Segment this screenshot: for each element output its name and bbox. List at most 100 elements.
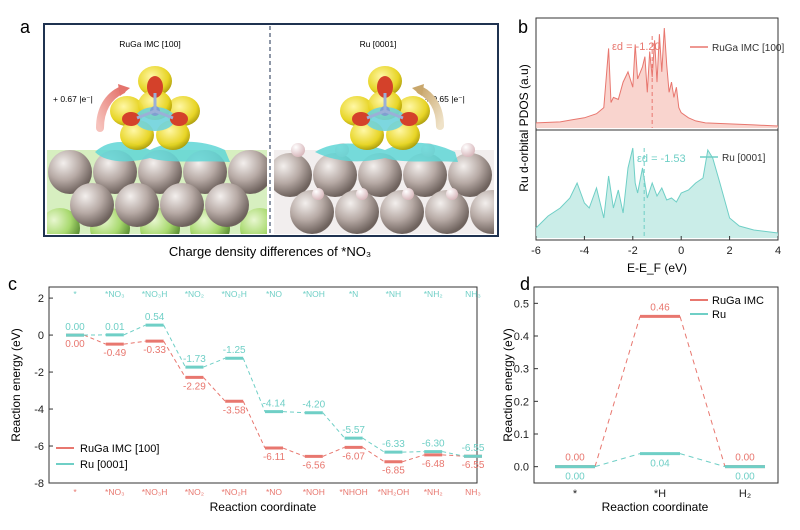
pdos-xtick-label: 2 (727, 245, 733, 257)
h-atom (461, 143, 475, 157)
c-ytick-label: -6 (34, 441, 44, 453)
d-connector-ru (679, 453, 726, 468)
panel-a-caption: Charge density differences of *NO₃ (169, 244, 371, 259)
c-top-step-label: *NO₂H (221, 289, 247, 299)
bond (366, 109, 386, 120)
ruga-surface-scene (47, 66, 267, 234)
c-value-label-ru: -6.33 (382, 439, 405, 450)
pdos-line-ruga (535, 27, 779, 127)
ru-title: Ru [0001] (360, 39, 397, 49)
c-ytick-label: -4 (34, 404, 44, 416)
c-ytick-label: 2 (38, 293, 44, 305)
no3-molecule-ru (340, 66, 430, 150)
c-top-step-label: *NO (266, 289, 282, 299)
ga-atom (47, 208, 80, 234)
c-value-label-ruga: -6.85 (382, 466, 405, 477)
panel-c-frame (48, 286, 478, 484)
c-top-step-label: *NH₂ (424, 289, 443, 299)
ru-atom (228, 150, 267, 194)
ru-atom (160, 183, 204, 227)
panel-b-ylabel: Ru d-orbital PDOS (a.u) (517, 64, 531, 191)
pdos-line-ru (535, 147, 779, 234)
pdos-xtick-label: 4 (775, 245, 781, 257)
c-value-label-ru: -5.57 (342, 425, 365, 436)
pdos-xtick-label: 0 (678, 245, 684, 257)
c-top-step-label: *NOH (303, 289, 325, 299)
d-ytick-label: 0.5 (514, 298, 529, 310)
ru-arrowhead (412, 84, 424, 96)
ru-atom (115, 183, 159, 227)
charge-depletion-lobe (365, 107, 405, 131)
c-value-label-ruga: -6.48 (422, 459, 445, 470)
pdos-ed-ru: εd = -1.53 (637, 153, 686, 165)
ru-atom (470, 190, 494, 234)
c-connector-ru (442, 451, 465, 457)
c-connector-ru (163, 324, 186, 368)
c-value-label-ru: 0.54 (145, 312, 165, 323)
c-value-label-ruga: -6.11 (263, 452, 285, 463)
ru-atom (274, 153, 312, 197)
panel-a: a RuGa IMC [100] + 0.67 |e⁻| Ru [0001] +… (20, 17, 499, 259)
c-connector-ru (203, 357, 226, 368)
c-connector-ruga (163, 340, 186, 378)
c-top-step-label: NH₃ (465, 289, 481, 299)
d-connector-ru (594, 453, 641, 468)
c-value-label-ru: -6.30 (422, 439, 445, 450)
d-xtick-label: *H (654, 488, 666, 500)
c-value-label-ru: -4.20 (302, 400, 325, 411)
d-value-label-ru: 0.04 (650, 459, 670, 470)
c-bottom-step-label: *NH₂OH (378, 487, 410, 497)
ru-atom (380, 190, 424, 234)
energy-diagram-c: 2 0 -2 -4 -6 -8 0.00 -0.49 -0.33 -2.29 -3.58 -6.11 -… (34, 289, 485, 497)
oxygen-atom (400, 112, 418, 126)
c-value-label-ruga: -0.49 (103, 348, 126, 359)
h-atom (402, 188, 414, 200)
pdos-legend-ruga: RuGa IMC [100] (712, 43, 784, 54)
c-top-step-label: *N (349, 289, 358, 299)
c-ytick-label: -8 (34, 478, 44, 490)
ruga-title: RuGa IMC [100] (119, 39, 180, 49)
legend-c-ruga: RuGa IMC [100] (80, 443, 159, 455)
c-connector-ru (123, 324, 146, 336)
d-ytick-label: 0.0 (514, 462, 529, 474)
h-atom (446, 188, 458, 200)
ru-atom (205, 183, 249, 227)
h-atom (312, 188, 324, 200)
c-value-label-ruga: -6.55 (462, 460, 485, 471)
ru-charge-label: + 0.65 |e⁻| (425, 94, 465, 104)
c-value-label-ruga: -0.33 (143, 345, 166, 356)
ru-atom (358, 153, 402, 197)
d-ytick-label: 0.3 (514, 364, 529, 376)
panel-d-frame (533, 286, 779, 484)
pdos-legend-ru: Ru [0001] (722, 153, 766, 164)
pdos-ed-ruga: εd = -1.20 (612, 41, 661, 53)
c-value-label-ruga: -2.29 (183, 381, 206, 392)
c-bottom-step-label: *NOH (303, 487, 325, 497)
bond (384, 109, 404, 120)
legend-d-ru: Ru (712, 309, 726, 321)
d-value-label-ruga: 0.00 (565, 453, 585, 464)
c-value-label-ru: -4.14 (263, 399, 286, 410)
pdos-area-ru (536, 148, 778, 238)
d-value-label-ru: 0.00 (735, 472, 755, 483)
legend-d-ruga: RuGa IMC (712, 295, 764, 307)
ru-atom (403, 153, 447, 197)
panel-c-ylabel: Reaction energy (eV) (9, 328, 23, 441)
c-connector-ruga (402, 454, 425, 463)
panel-b-xlabel: E-E_F (eV) (627, 261, 687, 275)
ru-atom (48, 150, 92, 194)
c-bottom-step-label: NH₃ (465, 487, 481, 497)
c-bottom-step-label: *NH₂ (424, 487, 443, 497)
c-connector-ruga (442, 454, 465, 457)
c-connector-ruga (123, 340, 146, 345)
d-ytick-label: 0.1 (514, 429, 529, 441)
ru-atom (290, 190, 334, 234)
c-connector-ruga (242, 401, 266, 449)
c-ytick-label: 0 (38, 330, 44, 342)
c-bottom-step-label: *NO₃H (142, 487, 168, 497)
ru-surface-scene (274, 66, 494, 234)
c-value-label-ru: -1.73 (183, 354, 206, 365)
d-value-label-ruga: 0.00 (735, 453, 755, 464)
c-value-label-ru: -6.55 (462, 443, 485, 454)
c-ytick-label: -2 (34, 367, 44, 379)
